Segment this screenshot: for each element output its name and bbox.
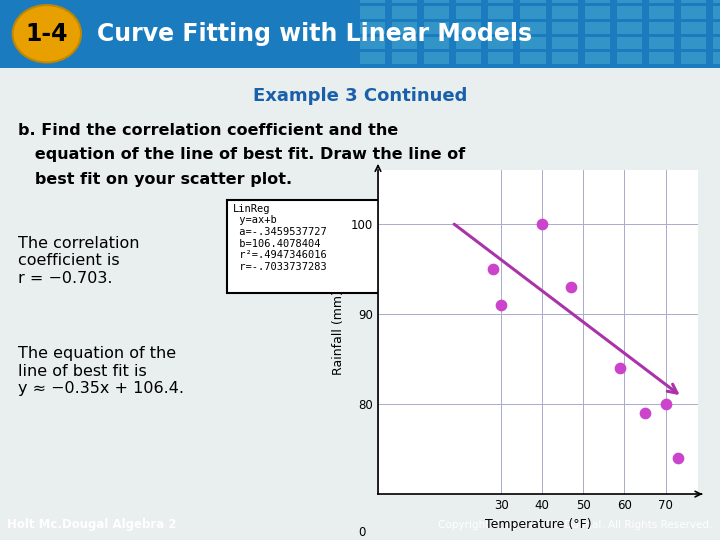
Bar [424, 0, 449, 3]
Bar [585, 6, 610, 18]
Bar [488, 22, 513, 33]
Bar [424, 37, 449, 49]
Text: 1-4: 1-4 [25, 22, 68, 46]
Bar [552, 0, 577, 3]
Text: LinReg
 y=ax+b
 a=-.3459537727
 b=106.4078404
 r²=.4947346016
 r=-.7033737283: LinReg y=ax+b a=-.3459537727 b=106.40784… [233, 204, 326, 272]
Bar [552, 22, 577, 33]
Bar [456, 22, 482, 33]
Bar [521, 37, 546, 49]
Text: equation of the line of best fit. Draw the line of: equation of the line of best fit. Draw t… [18, 147, 465, 162]
Point [487, 265, 499, 273]
X-axis label: Temperature (°F): Temperature (°F) [485, 517, 592, 530]
Bar [616, 52, 642, 64]
Bar [424, 6, 449, 18]
Bar [713, 0, 720, 3]
Bar [552, 6, 577, 18]
Bar [360, 22, 385, 33]
Bar [552, 52, 577, 64]
Bar [713, 52, 720, 64]
Bar [488, 6, 513, 18]
Bar [392, 22, 418, 33]
Text: The equation of the
line of best fit is
y ≈ −0.35x + 106.4.: The equation of the line of best fit is … [18, 347, 184, 396]
Point [660, 400, 671, 408]
Text: Example 3 Continued: Example 3 Continued [253, 87, 467, 105]
Bar [456, 37, 482, 49]
Bar [392, 6, 418, 18]
Bar [456, 0, 482, 3]
Bar [713, 6, 720, 18]
Bar [488, 52, 513, 64]
Bar [649, 37, 674, 49]
Bar [488, 37, 513, 49]
Bar [392, 37, 418, 49]
Bar [585, 52, 610, 64]
Bar [616, 22, 642, 33]
Bar [616, 37, 642, 49]
Bar [424, 52, 449, 64]
Point [672, 454, 683, 462]
Point [615, 364, 626, 373]
Bar [456, 6, 482, 18]
Bar [649, 6, 674, 18]
Bar [680, 37, 706, 49]
Bar [616, 0, 642, 3]
Bar [521, 22, 546, 33]
Bar [585, 22, 610, 33]
Text: Holt Mc.Dougal Algebra 2: Holt Mc.Dougal Algebra 2 [7, 518, 176, 531]
Bar [227, 200, 382, 293]
Point [495, 301, 507, 309]
Text: 0: 0 [358, 525, 365, 538]
Bar [392, 52, 418, 64]
Bar [649, 52, 674, 64]
Y-axis label: Rainfall (mm): Rainfall (mm) [333, 289, 346, 375]
Text: The correlation
coefficient is
r = −0.703.: The correlation coefficient is r = −0.70… [18, 236, 140, 286]
Ellipse shape [13, 5, 81, 63]
Text: Copyright © by Holt Mc Dougal. All Rights Reserved.: Copyright © by Holt Mc Dougal. All Right… [438, 519, 713, 530]
Bar [360, 37, 385, 49]
Point [639, 409, 651, 417]
Bar [680, 6, 706, 18]
Bar [424, 22, 449, 33]
Bar [521, 52, 546, 64]
Text: b. Find the correlation coefficient and the: b. Find the correlation coefficient and … [18, 123, 398, 138]
Text: Curve Fitting with Linear Models: Curve Fitting with Linear Models [97, 22, 532, 46]
Bar [360, 0, 385, 3]
Bar [649, 0, 674, 3]
Bar [713, 37, 720, 49]
Bar [360, 52, 385, 64]
Bar [680, 22, 706, 33]
Bar [649, 22, 674, 33]
Bar [552, 37, 577, 49]
Bar [585, 37, 610, 49]
Bar [616, 6, 642, 18]
Bar [713, 22, 720, 33]
Bar [392, 0, 418, 3]
Bar [680, 0, 706, 3]
Bar [521, 6, 546, 18]
Bar [585, 0, 610, 3]
Text: best fit on your scatter plot.: best fit on your scatter plot. [18, 172, 292, 186]
Bar [456, 52, 482, 64]
Point [565, 283, 577, 292]
Bar [521, 0, 546, 3]
Bar [360, 6, 385, 18]
Bar [680, 52, 706, 64]
Point [536, 220, 548, 228]
Bar [488, 0, 513, 3]
